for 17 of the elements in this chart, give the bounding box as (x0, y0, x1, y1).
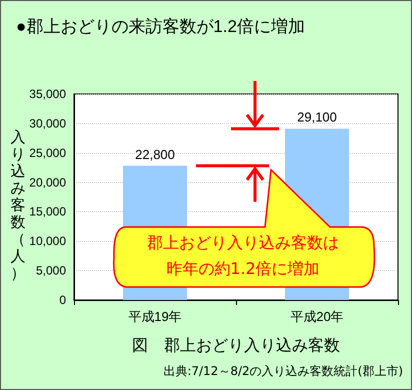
annotation: 郡上おどり入り込み客数は昨年の約1.2倍に増加 (146, 232, 340, 280)
y-tick-label: 20,000 (29, 175, 66, 190)
text: 入り込み客数（人） (10, 128, 26, 282)
y-tick-label: 25,000 (29, 146, 66, 160)
y-tick-label: 5,000 (36, 264, 66, 278)
data-label: 29,100 (297, 110, 337, 125)
y-tick-label: 35,000 (29, 87, 66, 101)
source-note: 出典:7/12～8/2の入り込み客数統計(郡上市) (163, 363, 403, 380)
data-label: 22,800 (135, 146, 175, 162)
y-tick-label: 10,000 (29, 234, 66, 248)
x-tick-label: 平成20年 (290, 309, 344, 324)
x-tick-label: 平成19年 (128, 309, 182, 324)
y-tick-label: 0 (59, 293, 66, 307)
x-axis-title: 図 郡上おどり入り込み客数 (132, 336, 340, 354)
chart-title: ●郡上おどりの来訪客数が1.2倍に増加 (16, 17, 305, 36)
y-tick-label: 30,000 (29, 116, 66, 130)
y-tick-label: 15,000 (29, 204, 66, 219)
